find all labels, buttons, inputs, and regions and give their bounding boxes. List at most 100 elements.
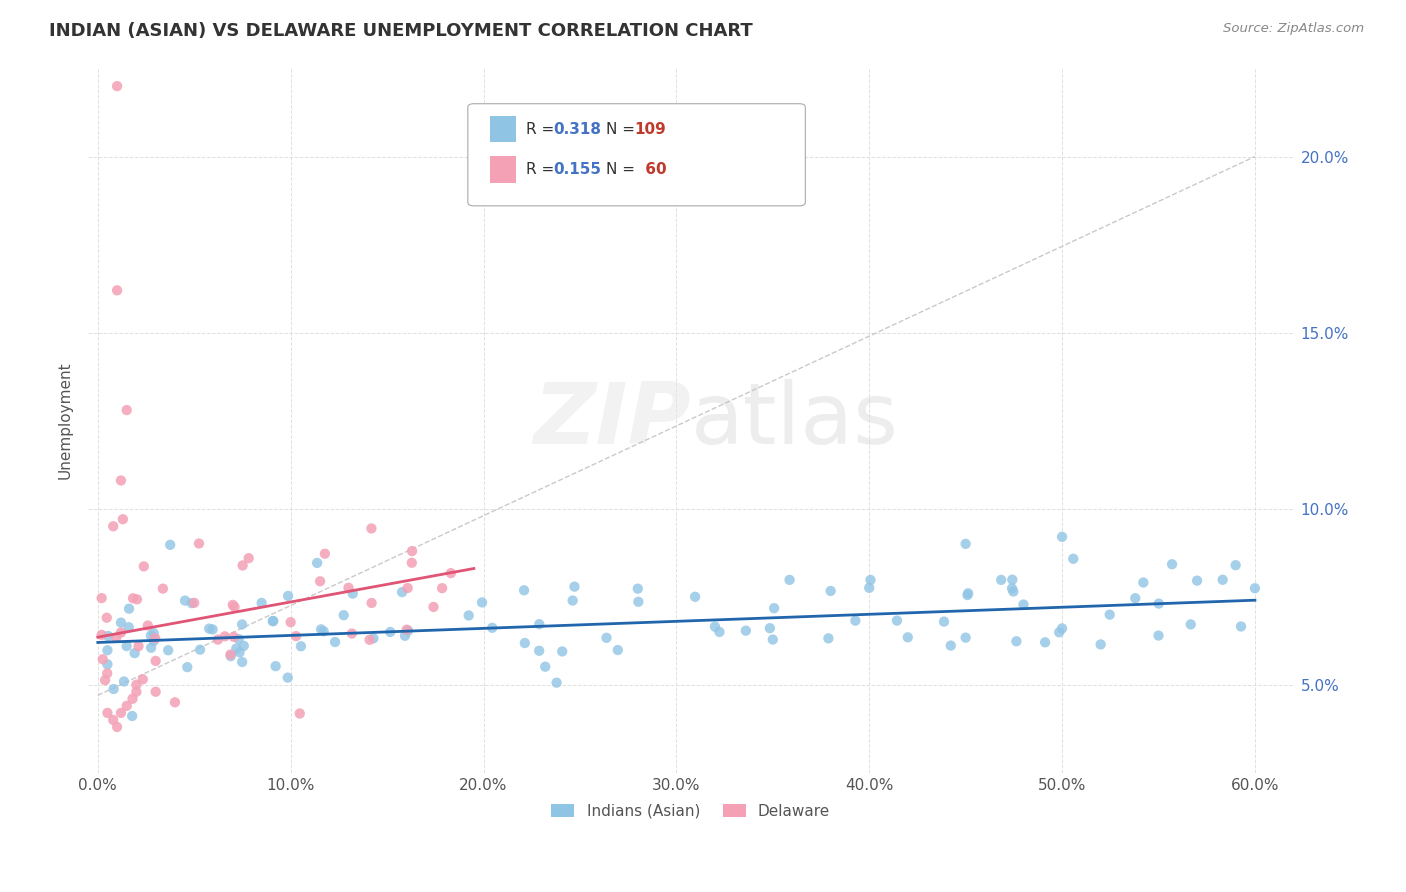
Text: 109: 109: [634, 121, 666, 136]
Point: [1147, 629, 1170, 643]
Point: [125, 592, 148, 607]
Point: [312, 624, 335, 639]
Point: [709, 624, 731, 639]
Point: [380, 625, 402, 640]
Point: [96, 657, 118, 672]
Point: [97, 629, 120, 643]
Point: [1001, 582, 1024, 596]
Point: [152, 582, 174, 596]
Text: INDIAN (ASIAN) VS DELAWARE UNEMPLOYMENT CORRELATION CHART: INDIAN (ASIAN) VS DELAWARE UNEMPLOYMENT …: [49, 22, 754, 40]
Bar: [489, 156, 516, 183]
Point: [225, 641, 247, 656]
Point: [314, 547, 336, 561]
Point: [174, 593, 197, 607]
Point: [183, 596, 205, 610]
Point: [513, 583, 536, 598]
Point: [762, 632, 785, 647]
Point: [332, 608, 354, 623]
Point: [115, 403, 138, 417]
Text: ZIP: ZIP: [533, 379, 690, 462]
Point: [232, 558, 254, 573]
Point: [859, 573, 882, 587]
Point: [955, 631, 977, 645]
Point: [142, 634, 165, 648]
Point: [1123, 591, 1146, 606]
Point: [142, 626, 165, 640]
Point: [1050, 530, 1073, 544]
Point: [228, 645, 250, 659]
Point: [105, 720, 128, 734]
Point: [1147, 597, 1170, 611]
Point: [561, 593, 583, 607]
Point: [990, 573, 1012, 587]
Point: [932, 615, 955, 629]
Point: [342, 586, 364, 600]
Point: [128, 640, 150, 654]
Point: [627, 582, 650, 596]
Point: [1098, 607, 1121, 622]
Point: [188, 536, 211, 550]
Point: [360, 596, 382, 610]
Point: [285, 629, 308, 643]
Point: [231, 655, 253, 669]
Point: [759, 621, 782, 635]
Point: [96, 643, 118, 657]
Point: [136, 618, 159, 632]
Y-axis label: Unemployment: Unemployment: [58, 362, 72, 479]
Point: [163, 695, 186, 709]
Point: [401, 556, 423, 570]
Point: [527, 644, 550, 658]
Point: [110, 706, 132, 720]
Point: [238, 551, 260, 566]
Point: [394, 629, 416, 643]
Text: atlas: atlas: [690, 379, 898, 462]
Point: [1033, 635, 1056, 649]
Point: [103, 713, 125, 727]
Point: [277, 671, 299, 685]
Point: [118, 620, 141, 634]
Point: [122, 591, 145, 606]
Point: [1132, 575, 1154, 590]
Point: [401, 544, 423, 558]
Point: [103, 681, 125, 696]
Point: [96, 666, 118, 681]
Point: [595, 631, 617, 645]
Point: [1002, 584, 1025, 599]
Point: [157, 643, 180, 657]
Point: [207, 632, 229, 647]
Point: [471, 595, 494, 609]
Point: [159, 538, 181, 552]
Point: [307, 556, 329, 570]
Point: [359, 632, 381, 647]
Point: [201, 623, 224, 637]
Bar: [489, 116, 516, 143]
Point: [396, 581, 419, 595]
Point: [124, 646, 146, 660]
Point: [391, 585, 413, 599]
Point: [288, 706, 311, 721]
Point: [683, 590, 706, 604]
FancyBboxPatch shape: [468, 103, 806, 206]
Point: [1012, 598, 1035, 612]
Point: [224, 599, 246, 614]
Point: [105, 79, 128, 94]
Point: [1161, 558, 1184, 572]
Point: [91, 652, 114, 666]
Point: [139, 640, 162, 655]
Point: [309, 623, 332, 637]
Point: [1047, 625, 1070, 640]
Point: [198, 622, 221, 636]
Point: [957, 586, 980, 600]
Point: [228, 632, 250, 646]
Point: [121, 691, 143, 706]
Point: [96, 611, 118, 625]
Point: [232, 639, 254, 653]
Point: [110, 615, 132, 630]
Point: [262, 614, 284, 628]
Legend: Indians (Asian), Delaware: Indians (Asian), Delaware: [546, 797, 837, 825]
Point: [513, 636, 536, 650]
Point: [627, 595, 650, 609]
Point: [529, 617, 551, 632]
Point: [90, 591, 112, 606]
Point: [222, 630, 245, 644]
